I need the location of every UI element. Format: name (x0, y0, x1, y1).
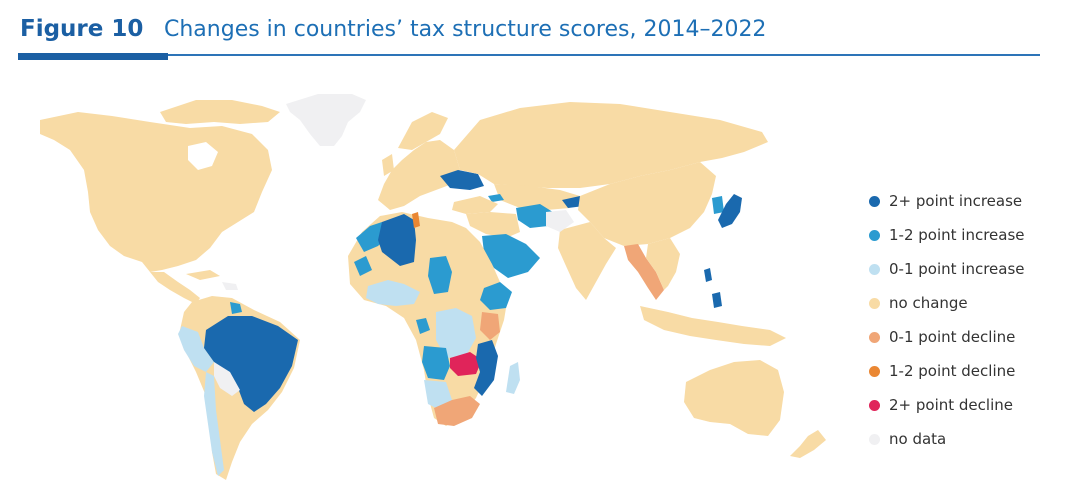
region-cuba (186, 270, 220, 280)
region-bolivia (214, 362, 240, 396)
region-mauritania (354, 256, 372, 276)
legend-item-strong-increase: 2+ point increase (869, 184, 1069, 218)
legend-item-no-change: no change (869, 286, 1069, 320)
region-tibet-nodata (546, 210, 574, 232)
figure-label: Figure 10 (20, 16, 144, 42)
legend-swatch (869, 399, 880, 411)
region-russia (454, 102, 768, 188)
region-middle-east (466, 212, 520, 238)
region-arctic-islands (160, 100, 280, 124)
region-scandinavia (398, 112, 448, 150)
region-philippines (712, 292, 722, 308)
region-mozambique (474, 340, 498, 396)
region-guyana (230, 302, 242, 314)
region-kyrgyzstan (562, 196, 584, 208)
region-chile (204, 372, 224, 476)
figure-title: Changes in countries’ tax structure scor… (164, 17, 767, 42)
region-zambia (450, 352, 482, 376)
legend-swatch (869, 195, 880, 207)
legend-swatch (869, 433, 880, 445)
legend-item-slight-increase: 0-1 point increase (869, 252, 1069, 286)
region-indochina (646, 238, 680, 290)
legend-item-strong-decline: 2+ point decline (869, 388, 1069, 422)
region-uk (382, 154, 394, 176)
region-tunisia (412, 212, 420, 228)
region-turkey (452, 196, 498, 214)
region-namibia (424, 380, 452, 410)
world-map (40, 94, 826, 480)
legend-item-decline: 1-2 point decline (869, 354, 1069, 388)
legend-item-slight-decline: 0-1 point decline (869, 320, 1069, 354)
region-central-africa (436, 308, 476, 358)
region-europe (378, 140, 460, 210)
region-india (558, 222, 616, 300)
legend-label: 1-2 point decline (889, 362, 1016, 380)
region-caribbean-east (222, 282, 238, 290)
region-central-america (150, 272, 200, 304)
water-hudson-bay (188, 142, 218, 170)
region-georgia (488, 194, 504, 202)
header-rule (18, 54, 1040, 56)
legend-label: 0-1 point increase (889, 260, 1025, 278)
legend-label: no change (889, 294, 968, 312)
legend-swatch (869, 331, 880, 343)
legend-label: 0-1 point decline (889, 328, 1016, 346)
region-australia (684, 360, 784, 436)
legend-item-no-data: no data (869, 422, 1069, 456)
region-indonesia (640, 306, 786, 346)
region-gabon (416, 318, 430, 334)
legend-label: 1-2 point increase (889, 226, 1025, 244)
region-myanmar (624, 244, 664, 300)
header-accent-bar (18, 53, 168, 60)
region-chad (428, 256, 452, 294)
region-japan (718, 194, 742, 228)
legend-swatch (869, 263, 880, 275)
region-morocco (356, 222, 388, 252)
figure-header: Figure 10 Changes in countries’ tax stru… (18, 8, 1040, 66)
region-peru (178, 326, 214, 372)
legend-label: no data (889, 430, 947, 448)
legend-swatch (869, 365, 880, 377)
region-taiwan (704, 268, 712, 282)
region-central-asia (494, 184, 580, 210)
legend-swatch (869, 229, 880, 241)
region-west-africa (366, 280, 420, 306)
region-ethiopia (480, 282, 512, 310)
region-south-africa (434, 396, 480, 426)
region-angola (422, 346, 450, 380)
region-north-america (40, 112, 272, 272)
region-algeria (378, 214, 416, 266)
region-greenland (286, 94, 366, 146)
legend-item-increase: 1-2 point increase (869, 218, 1069, 252)
region-madagascar (506, 362, 520, 394)
region-saudi-arabia (482, 234, 540, 278)
legend-swatch (869, 297, 880, 309)
region-china (578, 162, 716, 246)
region-ukraine (440, 170, 484, 190)
region-tanzania (480, 312, 500, 340)
legend-label: 2+ point increase (889, 192, 1023, 210)
legend-label: 2+ point decline (889, 396, 1013, 414)
region-brazil (204, 316, 298, 412)
region-korea (712, 196, 724, 214)
map-legend: 2+ point increase 1-2 point increase 0-1… (869, 184, 1069, 456)
region-new-zealand (790, 430, 826, 458)
